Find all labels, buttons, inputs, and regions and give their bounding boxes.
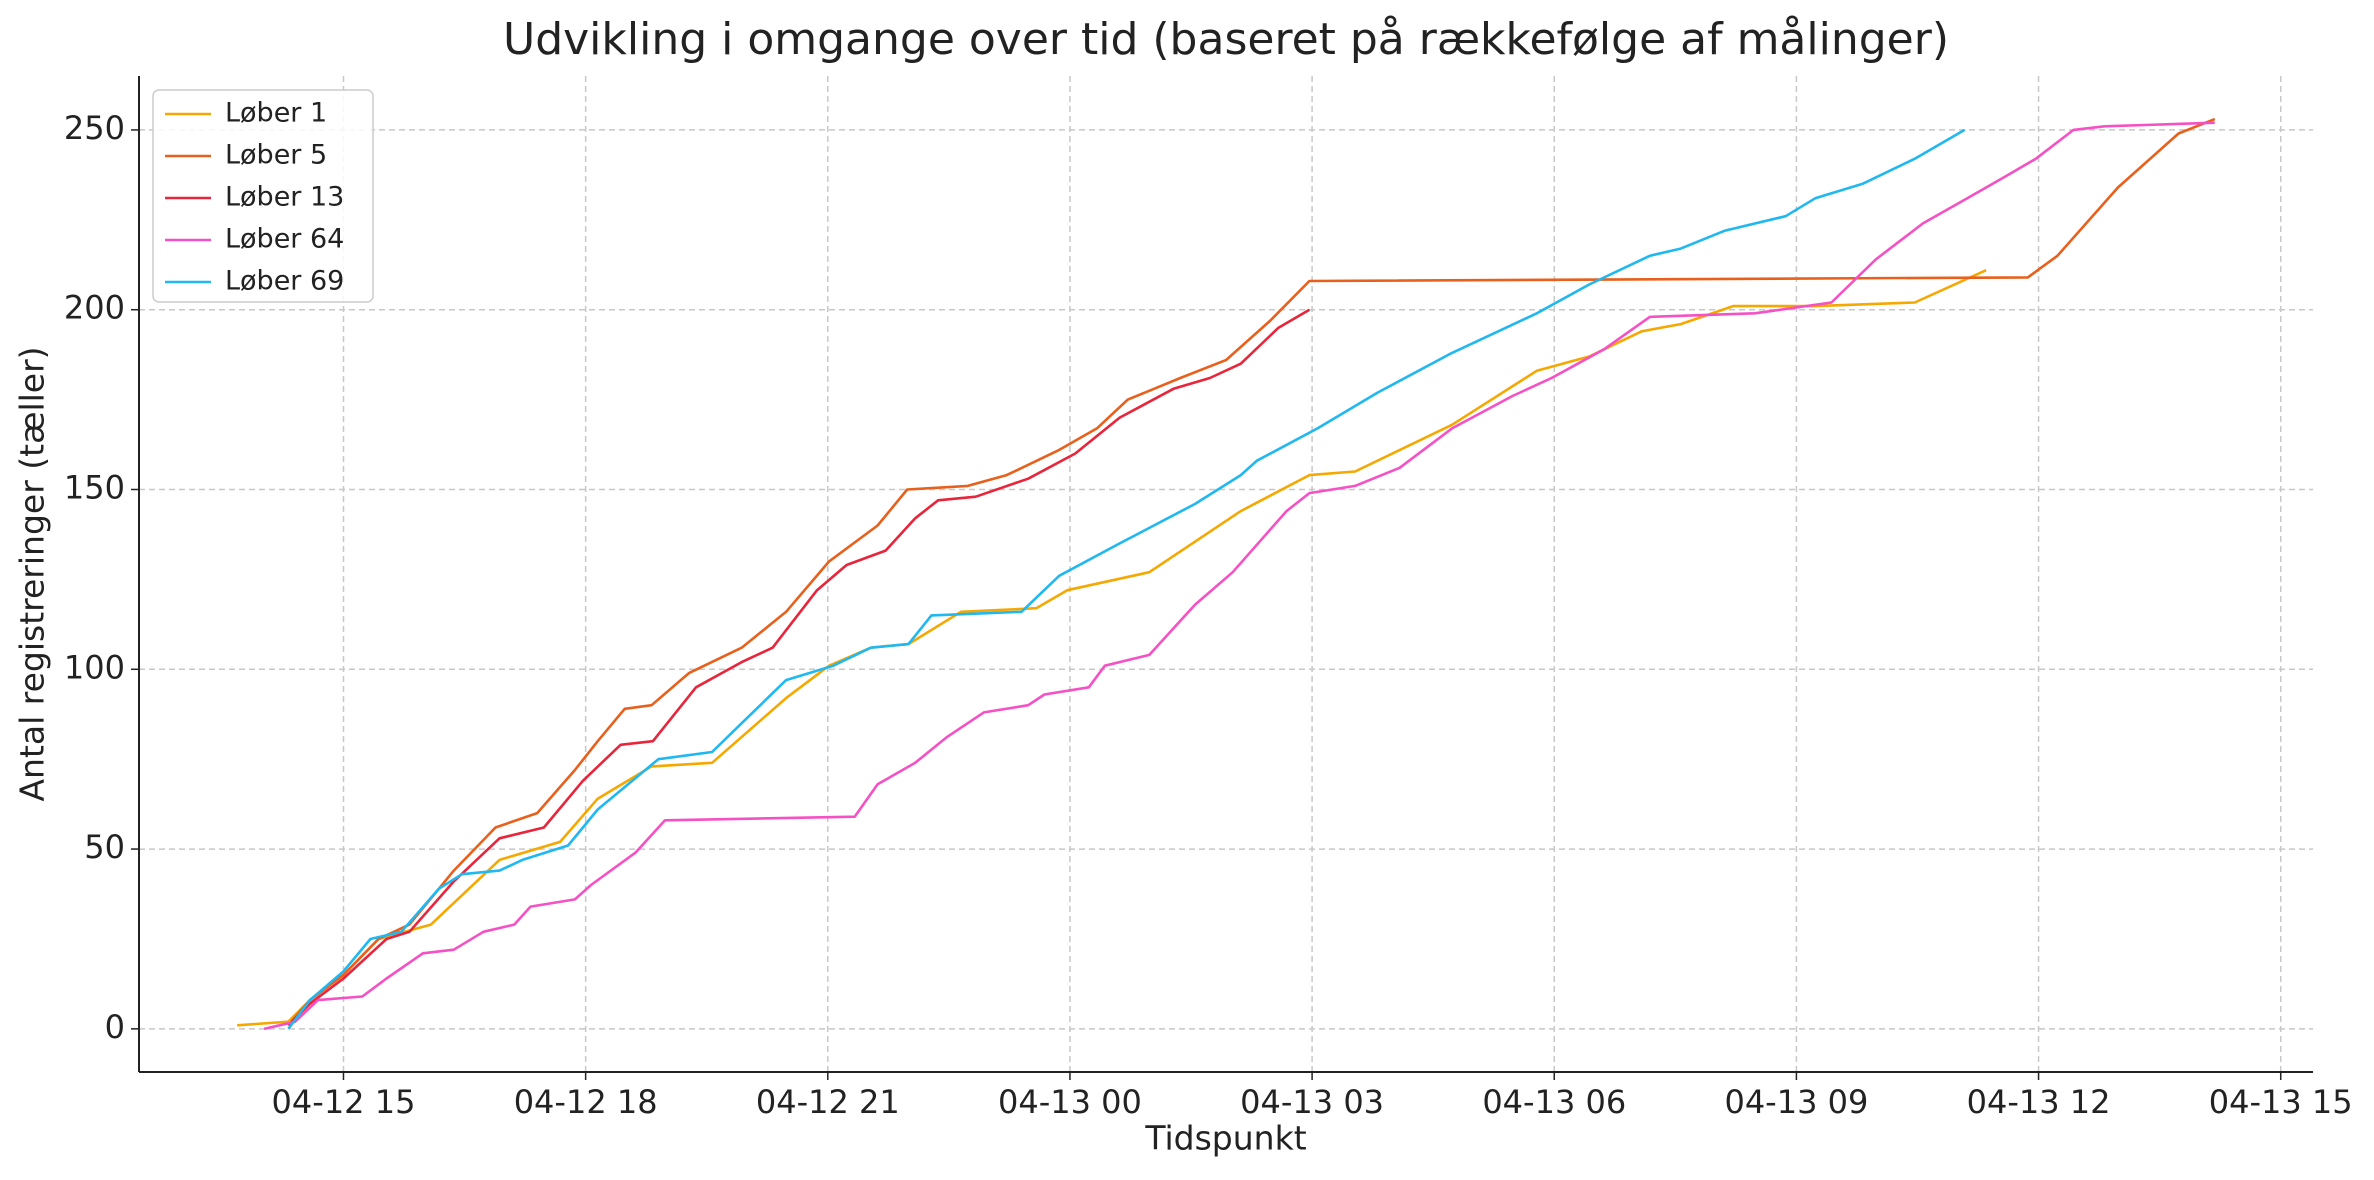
x-tick-label: 04-12 18	[514, 1083, 658, 1121]
y-tick-label: 150	[64, 469, 125, 507]
legend-label: Løber 1	[225, 98, 327, 129]
legend-box	[152, 89, 374, 303]
x-tick-label: 04-13 03	[1240, 1083, 1384, 1121]
x-tick-label: 04-13 00	[998, 1083, 1142, 1121]
series-line	[263, 121, 2215, 1031]
series-line	[237, 269, 1987, 1027]
y-tick-label: 250	[64, 109, 125, 147]
x-tick-label: 04-13 12	[1967, 1083, 2111, 1121]
y-tick-label: 50	[84, 828, 125, 866]
y-axis-label: Antal registreringer (tæller)	[13, 346, 52, 801]
series-line	[287, 117, 2216, 1027]
legend-label: Løber 69	[225, 266, 344, 297]
x-tick-label: 04-13 15	[2209, 1083, 2353, 1121]
legend-label: Løber 13	[225, 182, 344, 213]
legend-label: Løber 5	[225, 140, 327, 171]
legend: Løber 1 Løber 5 Løber 13 Løber 64 Løber 69	[152, 89, 374, 303]
x-tick-label: 04-12 15	[272, 1083, 416, 1121]
x-axis-label: Tidspunkt	[1144, 1119, 1306, 1158]
series-line	[287, 128, 1966, 1030]
y-tick-label: 100	[64, 648, 125, 686]
x-tick-label: 04-13 09	[1724, 1083, 1868, 1121]
y-tick-label: 200	[64, 289, 125, 327]
y-tick-label: 0	[105, 1008, 125, 1046]
chart-title: Udvikling i omgange over tid (baseret på…	[503, 14, 1949, 65]
legend-label: Løber 64	[225, 224, 344, 255]
x-tick-label: 04-12 21	[756, 1083, 900, 1121]
x-tick-label: 04-13 06	[1482, 1083, 1626, 1121]
series-line	[287, 308, 1311, 1027]
